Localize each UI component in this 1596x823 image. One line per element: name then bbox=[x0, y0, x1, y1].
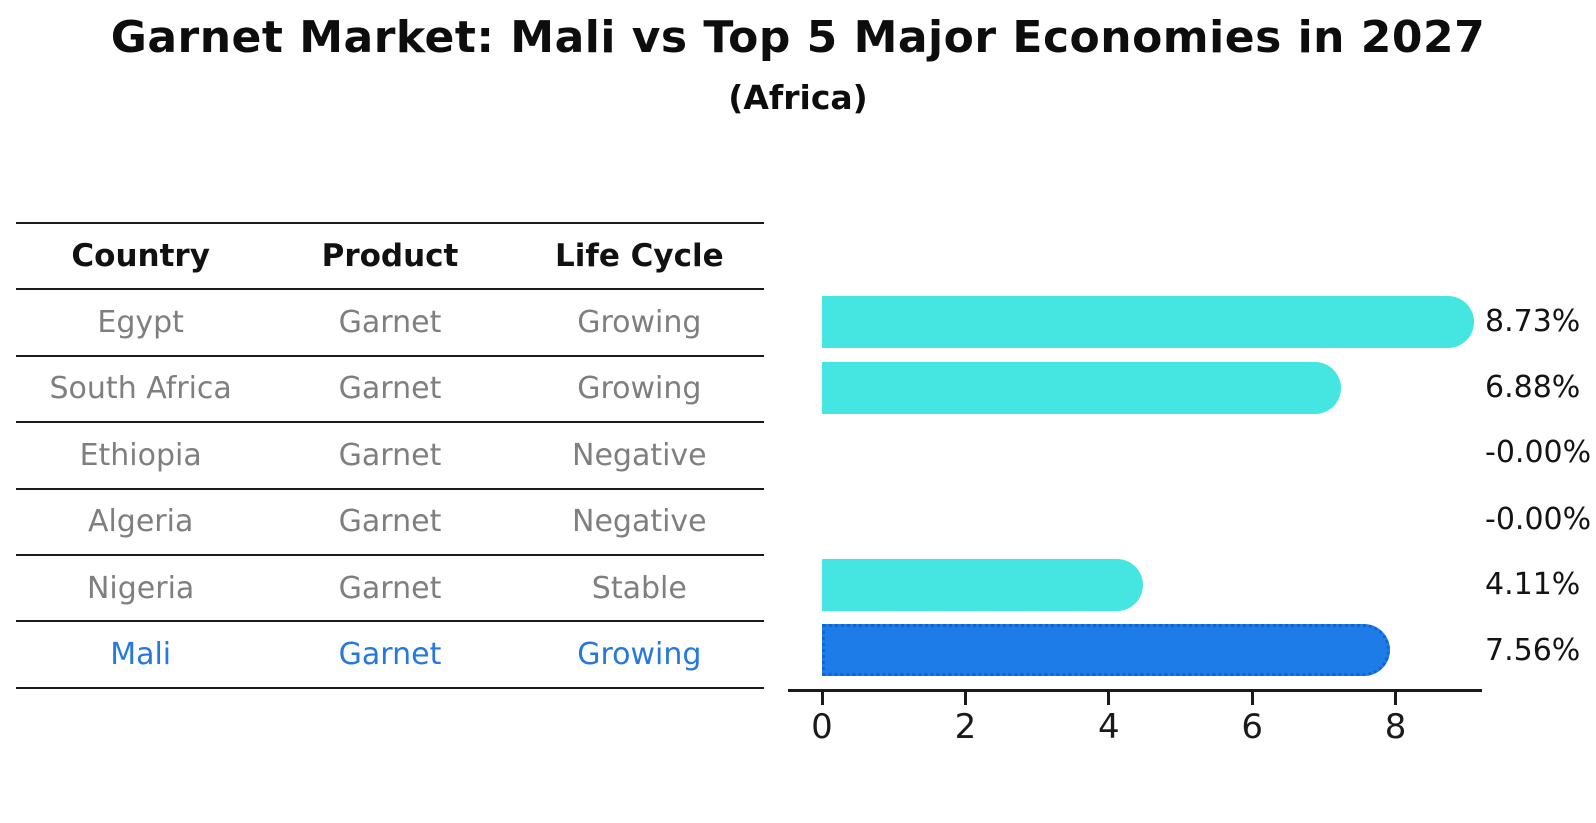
column-header-product: Product bbox=[321, 238, 459, 275]
x-axis-tick-label: 2 bbox=[954, 707, 977, 747]
table-row-nigeria: Nigeria Garnet Stable bbox=[16, 556, 764, 623]
x-axis-tick-mark bbox=[963, 692, 967, 705]
bar-nigeria bbox=[822, 559, 1143, 611]
product-cell: Garnet bbox=[338, 504, 442, 540]
x-axis-tick-mark bbox=[820, 692, 824, 705]
comparison-table: Country Product Life Cycle Egypt Garnet … bbox=[16, 222, 764, 689]
country-cell: Algeria bbox=[87, 504, 194, 540]
table-row-egypt: Egypt Garnet Growing bbox=[16, 290, 764, 357]
bar-egypt bbox=[822, 296, 1474, 348]
x-axis-tick-label: 6 bbox=[1241, 707, 1263, 747]
bar-south-africa bbox=[822, 362, 1342, 414]
product-cell: Garnet bbox=[338, 637, 442, 673]
life-cycle-cell: Negative bbox=[572, 437, 707, 473]
country-cell: Ethiopia bbox=[79, 437, 202, 473]
x-axis-tick-label: 4 bbox=[1097, 707, 1120, 747]
country-cell: South Africa bbox=[49, 371, 232, 407]
life-cycle-cell: Growing bbox=[577, 305, 702, 341]
life-cycle-cell: Stable bbox=[591, 570, 687, 606]
table-row-ethiopia: Ethiopia Garnet Negative bbox=[16, 423, 764, 490]
column-header-life-cycle: Life Cycle bbox=[554, 238, 724, 275]
x-axis-tick-mark bbox=[1394, 692, 1398, 705]
country-cell: Nigeria bbox=[86, 570, 195, 606]
product-cell: Garnet bbox=[338, 305, 442, 341]
life-cycle-cell: Growing bbox=[577, 637, 702, 673]
product-cell: Garnet bbox=[338, 371, 442, 407]
product-cell: Garnet bbox=[338, 437, 442, 473]
life-cycle-cell: Growing bbox=[577, 371, 702, 407]
value-label-egypt: 8.73% bbox=[1485, 304, 1581, 339]
country-cell: Egypt bbox=[97, 305, 184, 341]
value-label-algeria: -0.00% bbox=[1485, 502, 1592, 537]
page-subtitle: (Africa) bbox=[728, 78, 868, 117]
x-axis-tick: 8 bbox=[1366, 692, 1426, 747]
x-axis-tick: 0 bbox=[792, 692, 852, 747]
value-label-mali: 7.56% bbox=[1485, 633, 1581, 668]
x-axis-tick: 6 bbox=[1222, 692, 1282, 747]
x-axis-tick-mark bbox=[1250, 692, 1254, 705]
column-header-country: Country bbox=[71, 238, 210, 275]
x-axis-tick: 4 bbox=[1079, 692, 1139, 747]
value-label-nigeria: 4.11% bbox=[1485, 567, 1581, 602]
value-label-south-africa: 6.88% bbox=[1485, 370, 1581, 405]
table-header-row: Country Product Life Cycle bbox=[16, 224, 764, 291]
value-label-ethiopia: -0.00% bbox=[1485, 435, 1592, 470]
life-cycle-cell: Negative bbox=[572, 504, 707, 540]
table-row-algeria: Algeria Garnet Negative bbox=[16, 490, 764, 556]
country-cell: Mali bbox=[110, 637, 172, 673]
table-row-mali: Mali Garnet Growing bbox=[16, 622, 764, 689]
table-row-south-africa: South Africa Garnet Growing bbox=[16, 357, 764, 424]
x-axis-tick-mark bbox=[1107, 692, 1111, 705]
bar-mali bbox=[822, 624, 1391, 676]
x-axis-line bbox=[788, 689, 1482, 692]
x-axis-tick-label: 0 bbox=[811, 707, 833, 747]
product-cell: Garnet bbox=[338, 570, 442, 606]
page-title: Garnet Market: Mali vs Top 5 Major Econo… bbox=[110, 12, 1486, 63]
x-axis-tick-label: 8 bbox=[1384, 707, 1407, 747]
x-axis-tick: 2 bbox=[935, 692, 995, 747]
